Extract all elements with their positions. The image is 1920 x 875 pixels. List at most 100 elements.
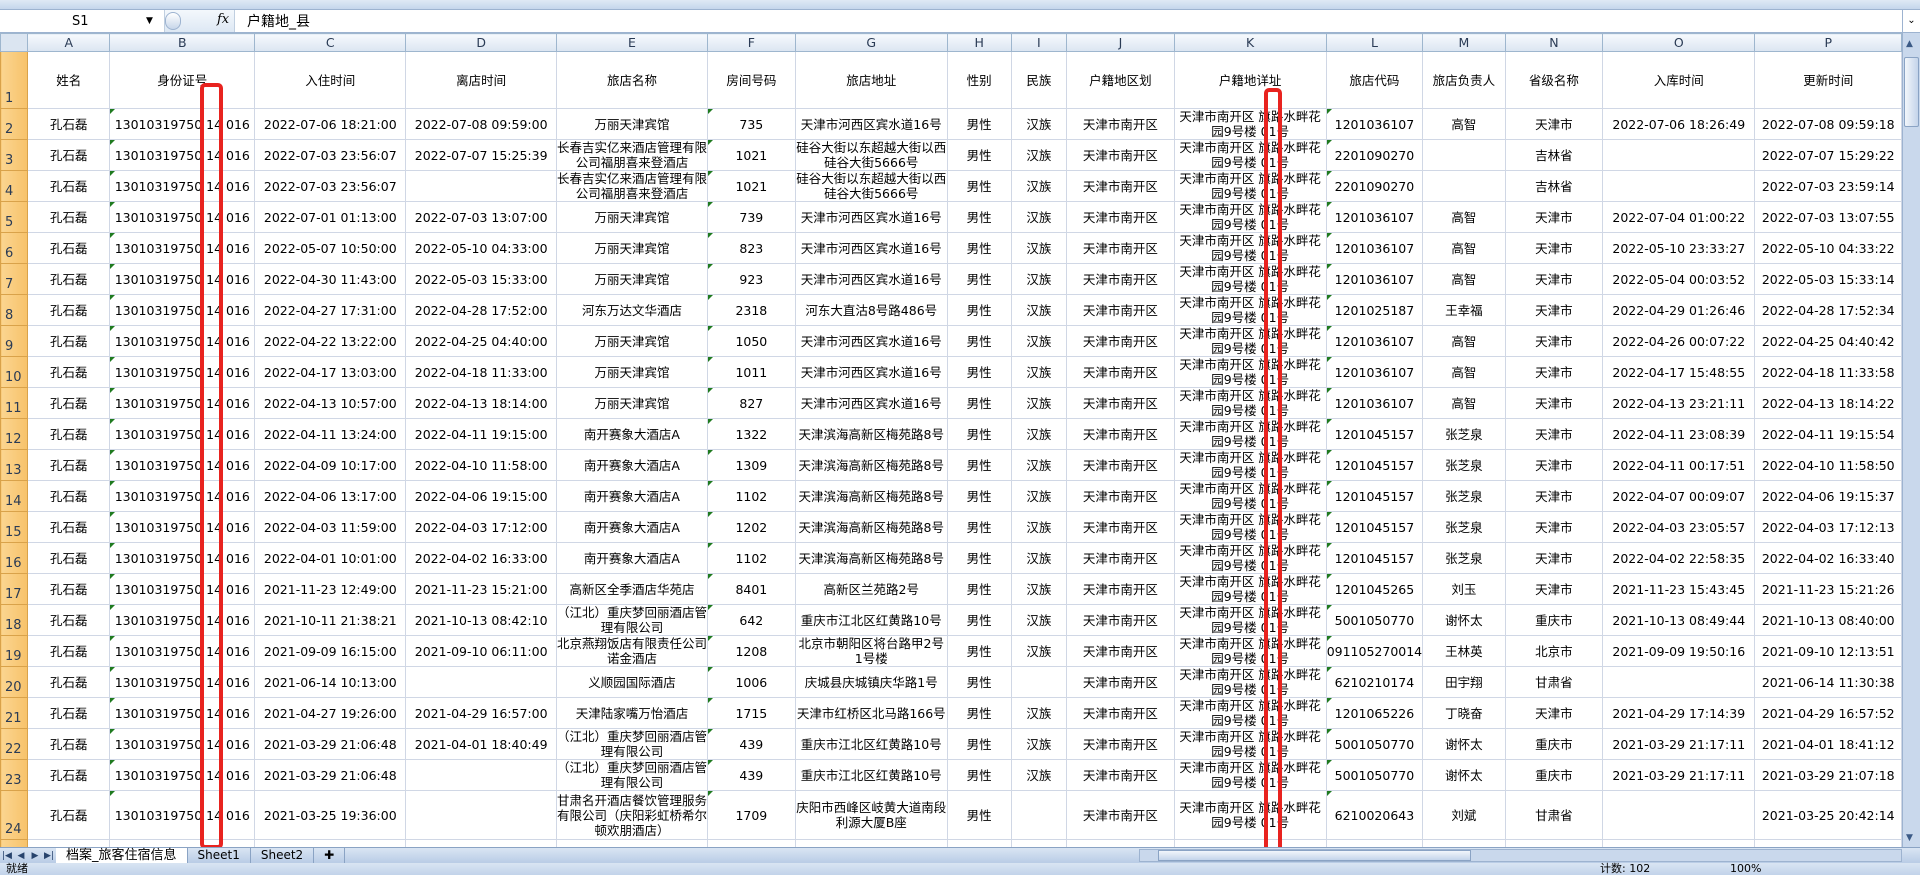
row-header[interactable] <box>0 839 28 847</box>
cell-G[interactable]: 天津滨海高新区梅苑路8号 <box>794 480 948 512</box>
cell-H[interactable]: 男性 <box>946 139 1012 171</box>
cell-O[interactable] <box>1602 790 1756 840</box>
header-cell[interactable]: 入住时间 <box>254 51 407 109</box>
cell-E[interactable]: 长春吉实亿来酒店管理有限公司福朋喜来登酒店 <box>555 139 709 171</box>
cell-I[interactable]: 汉族 <box>1010 604 1068 636</box>
cell-F[interactable]: 1709 <box>707 790 796 840</box>
cell-J[interactable]: 天津市南开区 <box>1066 449 1175 481</box>
cell-D[interactable]: 2021-10-13 08:42:10 <box>405 604 557 636</box>
cell-C[interactable]: 2022-07-01 01:13:00 <box>254 201 407 233</box>
cell-K[interactable] <box>1173 839 1327 847</box>
cell-I[interactable] <box>1010 790 1068 840</box>
cell-L[interactable]: 1201036107 <box>1325 325 1424 357</box>
cell-E[interactable]: 天津陆家嘴万怡酒店 <box>555 697 709 729</box>
cell-N[interactable] <box>1504 839 1604 847</box>
cell-L[interactable]: 6210020643 <box>1325 790 1424 840</box>
cell-G[interactable]: 硅谷大街以东超越大街以西硅谷大街5666号 <box>794 170 948 202</box>
cell-B[interactable]: 13010319750 14 016 <box>109 573 256 605</box>
cell-A[interactable]: 孔石磊 <box>26 139 111 171</box>
row-header[interactable]: 15 <box>0 511 28 543</box>
cell-I[interactable]: 汉族 <box>1010 759 1068 791</box>
cell-A[interactable] <box>26 839 111 847</box>
cell-O[interactable]: 2022-07-06 18:26:49 <box>1602 108 1756 140</box>
cell-D[interactable]: 2022-04-03 17:12:00 <box>405 511 557 543</box>
cell-K[interactable]: 天津市南开区 旗路水畔花园9号楼 01号 <box>1173 635 1327 667</box>
cell-H[interactable]: 男性 <box>946 201 1012 233</box>
cell-L[interactable]: 1201025187 <box>1325 294 1424 326</box>
select-all-button[interactable] <box>0 33 28 52</box>
cell-F[interactable]: 8401 <box>707 573 796 605</box>
cell-B[interactable]: 13010319750 14 016 <box>109 697 256 729</box>
cell-N[interactable]: 天津市 <box>1504 573 1604 605</box>
cell-M[interactable]: 田宇翔 <box>1422 666 1506 698</box>
header-cell[interactable]: 户籍地详址 <box>1173 51 1327 109</box>
cell-I[interactable] <box>1010 666 1068 698</box>
cell-C[interactable]: 2021-09-09 16:15:00 <box>254 635 407 667</box>
header-cell[interactable]: 性别 <box>946 51 1012 109</box>
cell-G[interactable]: 重庆市江北区红黄路10号 <box>794 604 948 636</box>
cell-H[interactable]: 男性 <box>946 263 1012 295</box>
cell-B[interactable]: 13010319750 14 016 <box>109 511 256 543</box>
cell-K[interactable]: 天津市南开区 旗路水畔花园9号楼 01号 <box>1173 201 1327 233</box>
row-header[interactable]: 12 <box>0 418 28 450</box>
cell-C[interactable]: 2021-03-25 19:36:00 <box>254 790 407 840</box>
cell-D[interactable]: 2022-04-18 11:33:00 <box>405 356 557 388</box>
resize-handle[interactable] <box>165 12 181 30</box>
cell-B[interactable]: 13010319750 14 016 <box>109 139 256 171</box>
row-header[interactable]: 1 <box>0 51 28 109</box>
cell-O[interactable]: 2021-10-13 08:49:44 <box>1602 604 1756 636</box>
cell-B[interactable]: 13010319750 14 016 <box>109 325 256 357</box>
cell-A[interactable]: 孔石磊 <box>26 573 111 605</box>
cell-D[interactable]: 2022-05-10 04:33:00 <box>405 232 557 264</box>
cell-A[interactable]: 孔石磊 <box>26 294 111 326</box>
row-header[interactable]: 17 <box>0 573 28 605</box>
cell-F[interactable]: 827 <box>707 387 796 419</box>
cell-F[interactable]: 1021 <box>707 170 796 202</box>
cell-B[interactable]: 13010319750 14 016 <box>109 232 256 264</box>
cell-I[interactable]: 汉族 <box>1010 511 1068 543</box>
cell-E[interactable]: 高新区全季酒店华苑店 <box>555 573 709 605</box>
cell-E[interactable]: 义顺园国际酒店 <box>555 666 709 698</box>
column-header-O[interactable]: O <box>1602 33 1756 52</box>
cell-B[interactable]: 13010319750 14 016 <box>109 759 256 791</box>
cell-B[interactable]: 13010319750 14 016 <box>109 356 256 388</box>
cell-N[interactable]: 吉林省 <box>1504 139 1604 171</box>
scroll-down-icon[interactable]: ▼ <box>1906 833 1913 843</box>
cell-N[interactable]: 天津市 <box>1504 294 1604 326</box>
cell-A[interactable]: 孔石磊 <box>26 108 111 140</box>
cell-E[interactable]: 万丽天津宾馆 <box>555 201 709 233</box>
cell-P[interactable]: 2022-07-03 23:59:14 <box>1754 170 1902 202</box>
column-header-J[interactable]: J <box>1066 33 1175 52</box>
cell-D[interactable]: 2021-04-29 16:57:00 <box>405 697 557 729</box>
cell-B[interactable]: 13010319750 14 016 <box>109 201 256 233</box>
cell-K[interactable]: 天津市南开区 旗路水畔花园9号楼 01号 <box>1173 449 1327 481</box>
cell-M[interactable]: 张芝泉 <box>1422 480 1506 512</box>
cell-B[interactable]: 13010319750 14 016 <box>109 635 256 667</box>
cell-I[interactable]: 汉族 <box>1010 294 1068 326</box>
row-header[interactable]: 22 <box>0 728 28 760</box>
cell-B[interactable]: 13010319750 14 016 <box>109 604 256 636</box>
cell-I[interactable]: 汉族 <box>1010 635 1068 667</box>
cell-B[interactable]: 13010319750 14 016 <box>109 263 256 295</box>
cell-D[interactable]: 2022-04-06 19:15:00 <box>405 480 557 512</box>
cell-F[interactable]: 439 <box>707 759 796 791</box>
cell-C[interactable]: 2022-04-13 10:57:00 <box>254 387 407 419</box>
column-header-K[interactable]: K <box>1173 33 1327 52</box>
column-header-I[interactable]: I <box>1010 33 1068 52</box>
cell-D[interactable]: 2022-04-28 17:52:00 <box>405 294 557 326</box>
cell-E[interactable]: 万丽天津宾馆 <box>555 232 709 264</box>
cell-C[interactable]: 2022-04-11 13:24:00 <box>254 418 407 450</box>
cell-P[interactable]: 2022-04-06 19:15:37 <box>1754 480 1902 512</box>
column-header-P[interactable]: P <box>1754 33 1902 52</box>
row-header[interactable]: 24 <box>0 790 28 840</box>
cell-D[interactable]: 2022-04-13 18:14:00 <box>405 387 557 419</box>
column-header-M[interactable]: M <box>1422 33 1506 52</box>
cell-P[interactable]: 2022-07-03 13:07:55 <box>1754 201 1902 233</box>
cell-J[interactable]: 天津市南开区 <box>1066 790 1175 840</box>
header-cell[interactable]: 更新时间 <box>1754 51 1902 109</box>
header-cell[interactable]: 户籍地区划 <box>1066 51 1175 109</box>
cell-L[interactable]: 1201065226 <box>1325 697 1424 729</box>
cell-H[interactable]: 男性 <box>946 108 1012 140</box>
cell-G[interactable] <box>794 839 948 847</box>
scroll-up-icon[interactable]: ▲ <box>1906 39 1913 49</box>
